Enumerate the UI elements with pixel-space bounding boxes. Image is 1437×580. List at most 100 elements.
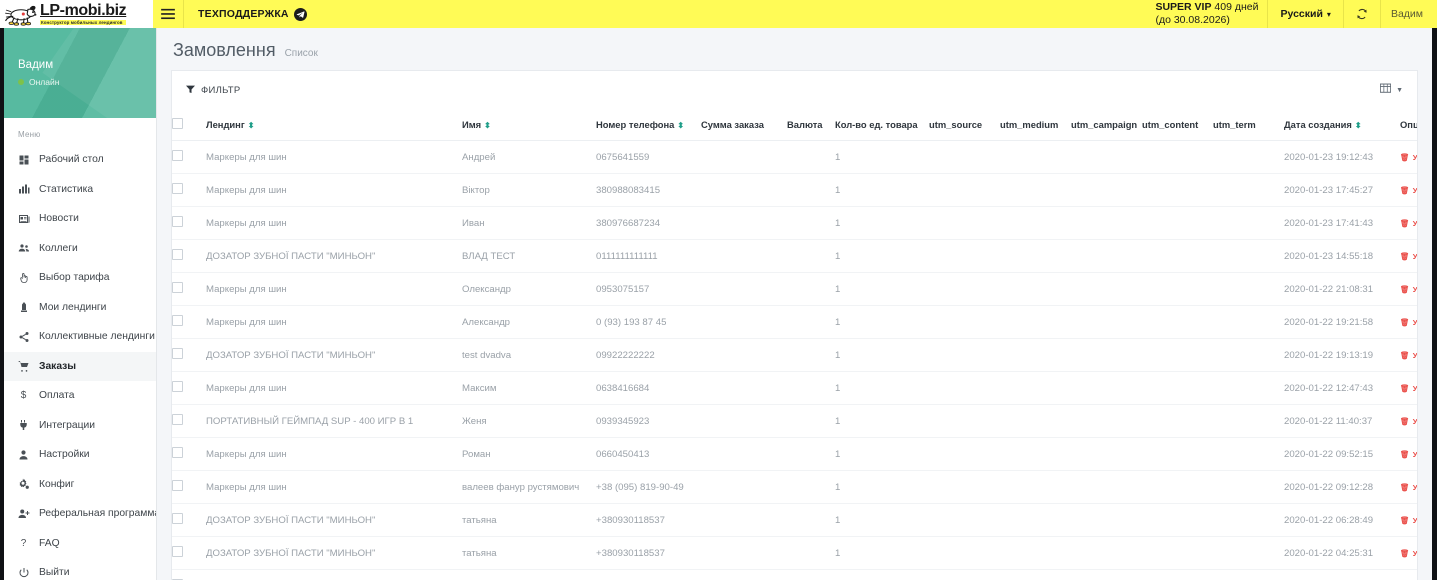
table-row[interactable]: ДОЗАТОР ЗУБНОЇ ПАСТИ "МИНЬОН" ВЛАД ТЕСТ 01… (172, 239, 1417, 273)
row-select-cell[interactable] (172, 206, 206, 240)
sort-icon[interactable]: ⬍ (247, 121, 255, 130)
sidebar-item-payment[interactable]: $ Оплата (4, 381, 156, 411)
language-selector[interactable]: Русский ▾ (1267, 0, 1342, 28)
delete-button[interactable]: 🗑УДАЛИТЬ (1400, 417, 1417, 426)
sort-icon[interactable]: ⬍ (1354, 121, 1362, 130)
row-select-cell[interactable] (172, 569, 206, 580)
cell-options[interactable]: 🗑УДАЛИТЬ (1400, 470, 1417, 504)
row-select-cell[interactable] (172, 470, 206, 504)
row-select-cell[interactable] (172, 404, 206, 438)
row-select-cell[interactable] (172, 437, 206, 471)
cell-options[interactable]: 🗑УДАЛИТЬ (1400, 437, 1417, 471)
refresh-button[interactable] (1342, 0, 1381, 28)
delete-button[interactable]: 🗑УДАЛИТЬ (1400, 186, 1417, 195)
filter-button[interactable]: ФИЛЬТР (186, 85, 241, 96)
row-select-cell[interactable] (172, 338, 206, 372)
sidebar-item-dashboard[interactable]: Рабочий стол (4, 145, 156, 175)
checkbox-unchecked-icon[interactable] (172, 546, 183, 557)
delete-button[interactable]: 🗑УДАЛИТЬ (1400, 285, 1417, 294)
table-row[interactable]: Маркеры для шин валеев фанур рустямович +3… (172, 470, 1417, 504)
row-select-cell[interactable] (172, 173, 206, 207)
table-row[interactable]: Маркеры для шин Иван 380976687234 1 2020-01-… (172, 206, 1417, 240)
checkbox-unchecked-icon[interactable] (172, 414, 183, 425)
cell-options[interactable]: 🗑УДАЛИТЬ (1400, 140, 1417, 174)
sidebar-item-logout[interactable]: Выйти (4, 558, 156, 580)
sidebar-item-config[interactable]: Конфиг (4, 470, 156, 500)
sidebar-item-collective-landings[interactable]: Коллективные лендинги (4, 322, 156, 352)
checkbox-unchecked-icon[interactable] (172, 315, 183, 326)
sort-icon[interactable]: ⬍ (677, 121, 685, 130)
support-link[interactable]: ТЕХПОДДЕРЖКА (184, 0, 321, 28)
delete-button[interactable]: 🗑УДАЛИТЬ (1400, 483, 1417, 492)
cell-options[interactable]: 🗑УДАЛИТЬ (1400, 536, 1417, 570)
checkbox-unchecked-icon[interactable] (172, 216, 183, 227)
delete-button[interactable]: 🗑УДАЛИТЬ (1400, 318, 1417, 327)
cell-options[interactable]: 🗑УДАЛИТЬ (1400, 569, 1417, 580)
topbar-user-menu[interactable]: Вадим (1381, 0, 1437, 28)
delete-button[interactable]: 🗑УДАЛИТЬ (1400, 252, 1417, 261)
row-select-cell[interactable] (172, 305, 206, 339)
checkbox-unchecked-icon[interactable] (172, 348, 183, 359)
sidebar-item-my-landings[interactable]: Мои лендинги (4, 293, 156, 323)
checkbox-unchecked-icon[interactable] (172, 282, 183, 293)
sidebar-item-tariff[interactable]: Выбор тарифа (4, 263, 156, 293)
table-row[interactable]: Маркеры для шин Роман 0660450413 1 2020-01-2… (172, 437, 1417, 471)
delete-button[interactable]: 🗑УДАЛИТЬ (1400, 351, 1417, 360)
column-chooser-button[interactable]: ▼ (1379, 81, 1403, 99)
table-row[interactable]: ДОЗАТОР ЗУБНОЇ ПАСТИ "МИНЬОН" татьяна +380… (172, 536, 1417, 570)
cell-options[interactable]: 🗑УДАЛИТЬ (1400, 371, 1417, 405)
table-row[interactable]: ПОРТАТИВНЫЙ ГЕЙМПАД SUP - 400 ИГР В 1 Жен… (172, 404, 1417, 438)
sort-icon[interactable]: ⬍ (484, 121, 491, 130)
checkbox-unchecked-icon[interactable] (172, 513, 183, 524)
cell-options[interactable]: 🗑УДАЛИТЬ (1400, 173, 1417, 207)
table-row[interactable]: Маркеры для шин Максим 0638416684 1 2020-01-… (172, 371, 1417, 405)
select-all-header[interactable] (172, 109, 206, 141)
delete-button[interactable]: 🗑УДАЛИТЬ (1400, 549, 1417, 558)
orders-table-wrapper[interactable]: Лендинг ⬍ Имя ⬍ Номер телефона ⬍ Сумма зака… (172, 109, 1417, 580)
checkbox-unchecked-icon[interactable] (172, 150, 183, 161)
sidebar-item-orders[interactable]: Заказы (4, 351, 156, 381)
sidebar-item-faq[interactable]: ? FAQ (4, 529, 156, 559)
column-header-created[interactable]: Дата создания ⬍ (1284, 109, 1400, 141)
brand-logo[interactable]: LP-mobi.biz Конструктор мобильных лендин… (0, 0, 153, 28)
sidebar-item-referral-program[interactable]: Реферальная программа (4, 499, 156, 529)
cell-options[interactable]: 🗑УДАЛИТЬ (1400, 272, 1417, 306)
column-header-landing[interactable]: Лендинг ⬍ (206, 109, 462, 141)
checkbox-unchecked-icon[interactable] (172, 118, 183, 129)
table-row[interactable]: Маркеры для шин Олександр 0953075157 1 2020-… (172, 272, 1417, 306)
sidebar-item-colleagues[interactable]: Коллеги (4, 234, 156, 264)
checkbox-unchecked-icon[interactable] (172, 447, 183, 458)
row-select-cell[interactable] (172, 536, 206, 570)
table-row[interactable]: ДОЗАТОР ЗУБНОЇ ПАСТИ "МИНЬОН" test dvadva… (172, 338, 1417, 372)
delete-button[interactable]: 🗑УДАЛИТЬ (1400, 153, 1417, 162)
cell-options[interactable]: 🗑УДАЛИТЬ (1400, 239, 1417, 273)
sidebar-item-settings[interactable]: Настройки (4, 440, 156, 470)
table-row[interactable]: Маркеры для шин Андрей 0675641559 1 2020-01-… (172, 140, 1417, 174)
sidebar-item-statistics[interactable]: Статистика (4, 175, 156, 205)
cell-options[interactable]: 🗑УДАЛИТЬ (1400, 503, 1417, 537)
row-select-cell[interactable] (172, 503, 206, 537)
cell-options[interactable]: 🗑УДАЛИТЬ (1400, 404, 1417, 438)
sidebar-item-integrations[interactable]: Интеграции (4, 411, 156, 441)
checkbox-unchecked-icon[interactable] (172, 381, 183, 392)
cell-options[interactable]: 🗑УДАЛИТЬ (1400, 305, 1417, 339)
row-select-cell[interactable] (172, 140, 206, 174)
table-row[interactable]: Маркеры для шин Александр 0 (93) 193 87 45… (172, 305, 1417, 339)
table-row[interactable]: Маркеры для шинРудник0960732322 1 2020-01-… (172, 569, 1417, 580)
delete-button[interactable]: 🗑УДАЛИТЬ (1400, 219, 1417, 228)
delete-button[interactable]: 🗑УДАЛИТЬ (1400, 450, 1417, 459)
table-row[interactable]: ДОЗАТОР ЗУБНОЇ ПАСТИ "МИНЬОН" татьяна +380… (172, 503, 1417, 537)
row-select-cell[interactable] (172, 272, 206, 306)
delete-button[interactable]: 🗑УДАЛИТЬ (1400, 384, 1417, 393)
cell-options[interactable]: 🗑УДАЛИТЬ (1400, 338, 1417, 372)
hamburger-icon[interactable] (153, 0, 184, 28)
row-select-cell[interactable] (172, 239, 206, 273)
cell-options[interactable]: 🗑УДАЛИТЬ (1400, 206, 1417, 240)
delete-button[interactable]: 🗑УДАЛИТЬ (1400, 516, 1417, 525)
checkbox-unchecked-icon[interactable] (172, 183, 183, 194)
row-select-cell[interactable] (172, 371, 206, 405)
table-row[interactable]: Маркеры для шин Віктор 380988083415 1 2020-0… (172, 173, 1417, 207)
checkbox-unchecked-icon[interactable] (172, 249, 183, 260)
sidebar-item-news[interactable]: Новости (4, 204, 156, 234)
checkbox-unchecked-icon[interactable] (172, 480, 183, 491)
